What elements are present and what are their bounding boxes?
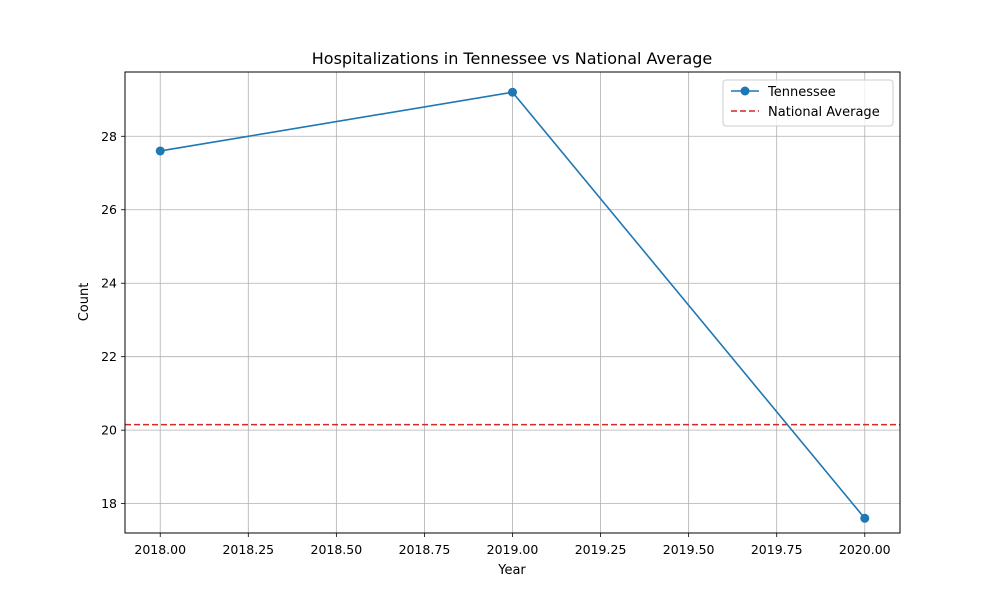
y-axis-label: Count <box>77 283 92 322</box>
x-tick-label: 2019.50 <box>663 542 715 557</box>
x-tick-label: 2018.50 <box>311 542 363 557</box>
tennessee-data-point <box>155 146 165 156</box>
y-tick-label: 20 <box>101 423 117 438</box>
x-tick-label: 2018.75 <box>399 542 451 557</box>
x-tick-label: 2019.75 <box>751 542 803 557</box>
y-tick-label: 18 <box>101 496 117 511</box>
y-tick-label: 22 <box>101 349 117 364</box>
tick-layer: 2018.00 2018.25 2018.50 2018.75 2019.00 2019.… <box>101 129 891 557</box>
chart-title: Hospitalizations in Tennessee vs Nationa… <box>312 49 713 68</box>
legend: Tennessee National Average <box>722 79 894 127</box>
grid-layer <box>125 72 900 533</box>
x-tick-label: 2020.00 <box>839 542 891 557</box>
data-layer <box>125 87 900 523</box>
tennessee-data-point <box>860 513 870 523</box>
x-tick-label: 2018.00 <box>134 542 186 557</box>
y-tick-label: 28 <box>101 129 117 144</box>
legend-box <box>722 79 894 127</box>
tennessee-data-point <box>508 87 517 97</box>
y-tick-label: 26 <box>101 202 117 217</box>
legend-marker-tennessee <box>740 86 750 96</box>
y-tick-label: 24 <box>101 276 117 291</box>
x-tick-label: 2019.25 <box>575 542 627 557</box>
x-tick-label: 2018.25 <box>222 542 274 557</box>
x-tick-label: 2019.00 <box>487 542 539 557</box>
legend-label-national-average: National Average <box>768 105 880 120</box>
legend-label-tennessee: Tennessee <box>767 85 836 100</box>
x-axis-label: Year <box>497 563 526 578</box>
